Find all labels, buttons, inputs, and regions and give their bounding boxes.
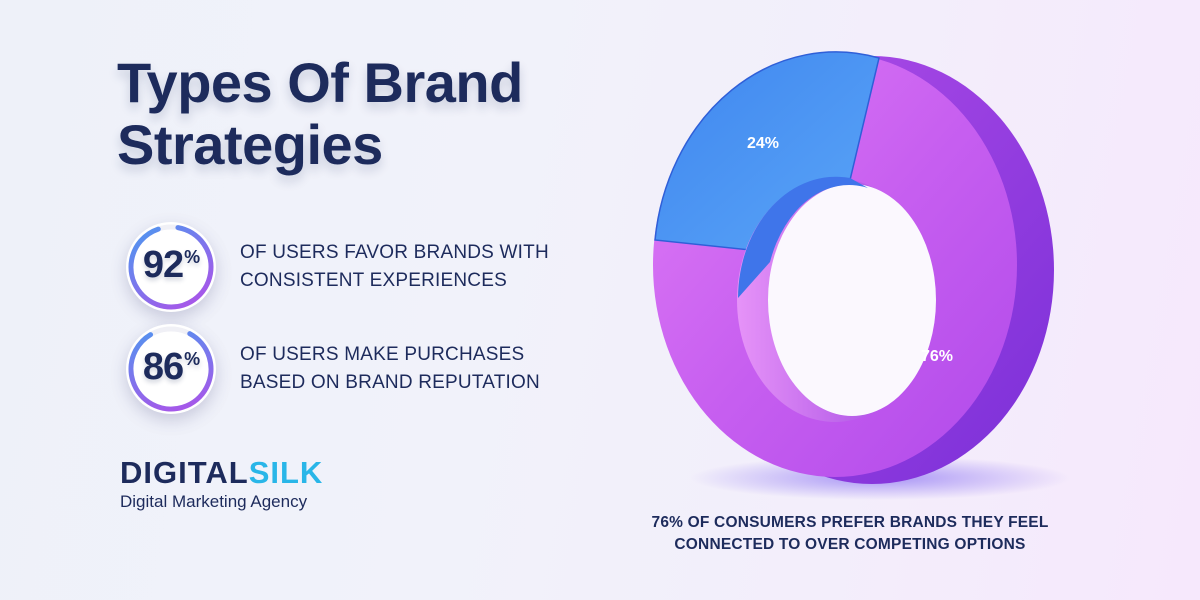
progress-ring-icon: [128, 224, 214, 310]
slice-76-label: 76%: [921, 348, 953, 365]
stat-92: 92% OF USERS FAVOR BRANDS WITH CONSISTENT…: [126, 222, 549, 312]
brand-wordmark: DIGITALSILK: [120, 455, 324, 490]
percent-ring: 86%: [126, 324, 216, 414]
stat-description: OF USERS FAVOR BRANDS WITH CONSISTENT EXP…: [240, 242, 549, 291]
donut-hole: [768, 184, 936, 416]
brand-tagline: Digital Marketing Agency: [120, 492, 308, 511]
page-title: Types Of Brand Strategies: [117, 52, 523, 176]
stat-value: 92%: [142, 244, 200, 286]
chart-caption: 76% OF CONSUMERS PREFER BRANDS THEY FEEL…: [651, 514, 1049, 553]
stat-86: 86% OF USERS MAKE PURCHASES BASED ON BRAN…: [126, 324, 540, 414]
slice-24-label: 24%: [747, 135, 779, 152]
title-line-2: Strategies: [117, 113, 383, 176]
stat-value: 86%: [142, 346, 200, 388]
percent-ring: 92%: [126, 222, 216, 312]
donut-chart: 24% 76%: [653, 51, 1070, 500]
title-line-1: Types Of Brand: [117, 51, 523, 114]
slice-24-inner-edge: [738, 176, 868, 298]
stat-description: OF USERS MAKE PURCHASES BASED ON BRAND RE…: [240, 344, 540, 393]
progress-ring-icon: [128, 326, 214, 412]
digitalsilk-logo: DIGITALSILK Digital Marketing Agency: [120, 456, 323, 512]
